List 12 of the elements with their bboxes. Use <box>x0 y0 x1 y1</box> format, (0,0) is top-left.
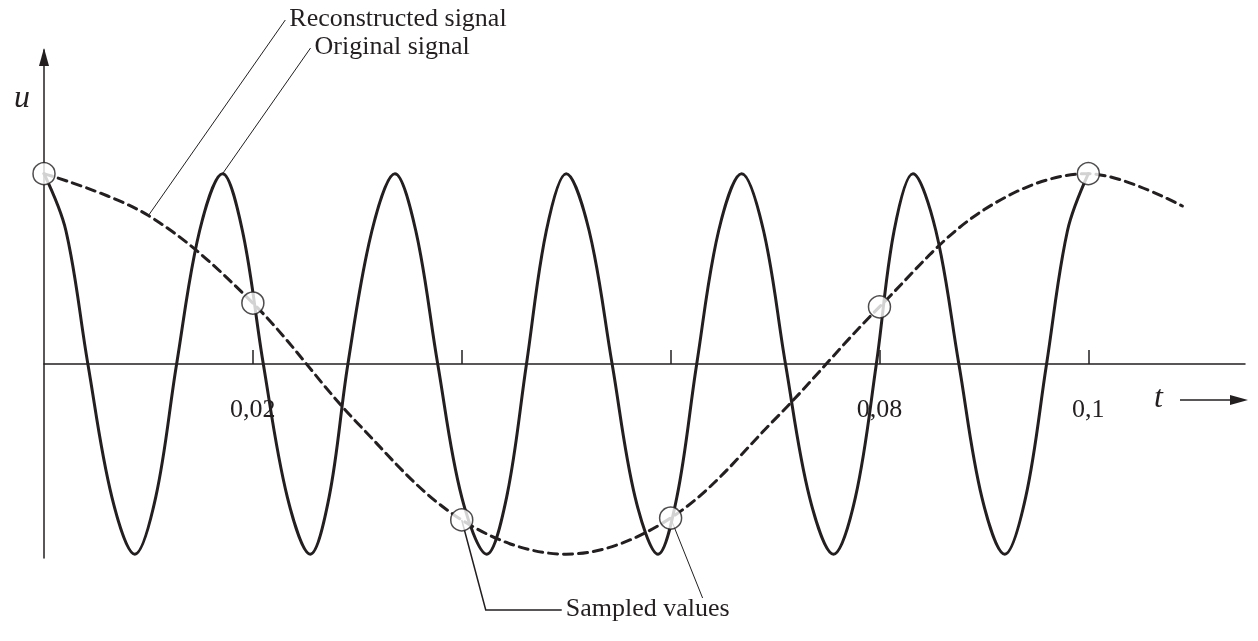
point <box>867 295 892 319</box>
point <box>450 508 474 532</box>
annotation: Sampled values <box>565 592 730 622</box>
annotation: Original signal <box>314 30 470 60</box>
point <box>1076 161 1101 186</box>
point <box>241 291 265 315</box>
x-axis-title: t <box>1154 377 1164 414</box>
annotation: Reconstructed signal <box>289 2 507 32</box>
point <box>658 506 683 530</box>
x-tick-label: 0,1 <box>1072 394 1105 424</box>
y-axis-title: u <box>14 78 30 114</box>
point <box>32 161 56 186</box>
